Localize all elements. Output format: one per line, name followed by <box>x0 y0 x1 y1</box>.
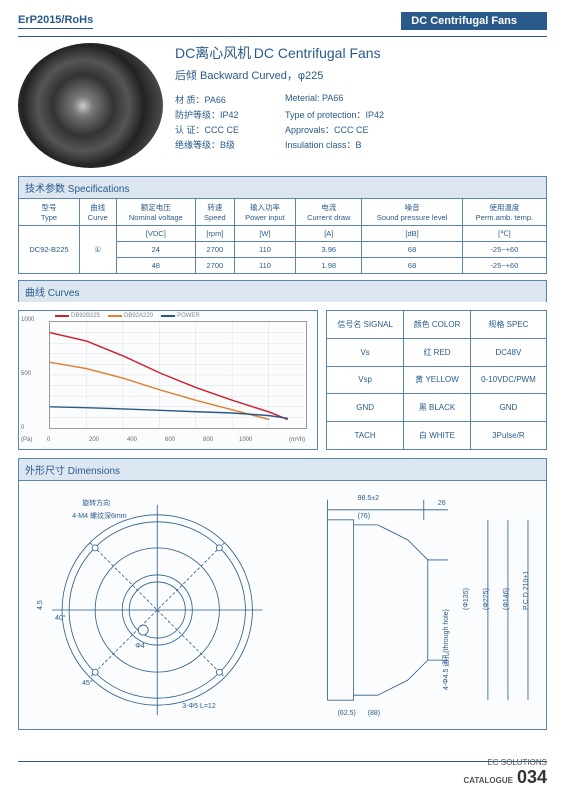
svg-text:(Φ135): (Φ135) <box>463 588 470 610</box>
svg-text:旋转方向: 旋转方向 <box>82 498 110 507</box>
col-hdr: 使用温度Perm.amb. temp. <box>462 199 546 226</box>
dimensions-header: 外形尺寸 Dimensions <box>18 458 547 480</box>
svg-text:(62.5): (62.5) <box>338 710 356 717</box>
prop-cn: 防护等级：IP42 <box>175 108 275 121</box>
cell-unit: [A] <box>296 226 362 242</box>
product-image <box>18 43 163 168</box>
chart-legend: DB92B225 DB92A220 POWER <box>55 313 200 319</box>
dimensions-drawing: 旋转方向 4-M4 螺纹深6mm 98.5±2 (76) 26 (Φ135) (… <box>18 480 547 730</box>
svg-text:4-Φ4.5 通孔(through hole): 4-Φ4.5 通孔(through hole) <box>441 609 450 690</box>
cell-unit: [dB] <box>362 226 462 242</box>
col-hdr: 噪音Sound pressure level <box>362 199 462 226</box>
cell-unit: [W] <box>234 226 295 242</box>
svg-text:40°: 40° <box>55 614 66 622</box>
curves-header: 曲线 Curves <box>18 280 547 302</box>
svg-text:4-M4 螺纹深6mm: 4-M4 螺纹深6mm <box>72 511 127 520</box>
prop-en: Approvals：CCC CE <box>285 123 547 136</box>
cell-unit: [℃] <box>462 226 546 242</box>
page-number: 034 <box>517 767 547 787</box>
svg-text:(Φ225): (Φ225) <box>483 588 490 610</box>
prop-en: Type of protection：IP42 <box>285 108 547 121</box>
cell-curve: ① <box>79 226 116 274</box>
header-rule <box>18 36 547 37</box>
col-hdr: 型号Type <box>19 199 80 226</box>
svg-text:45°: 45° <box>82 679 93 687</box>
svg-text:26: 26 <box>438 500 446 507</box>
table-row: Vs红 REDDC48V <box>327 338 547 366</box>
performance-chart: DB92B225 DB92A220 POWER 1000 500 0 0 <box>18 310 318 450</box>
footer: EC SOLUTIONSCATALOGUE034 <box>463 758 547 788</box>
table-row: GND黑 BLACKGND <box>327 394 547 422</box>
prop-cn: 绝缘等级：B级 <box>175 138 275 151</box>
cell-unit: [rpm] <box>195 226 234 242</box>
svg-text:Φ4: Φ4 <box>135 643 145 650</box>
col-hdr: 额定电压Nominal voltage <box>116 199 195 226</box>
table-row: 信号名 SIGNAL颜色 COLOR规格 SPEC <box>327 311 547 339</box>
col-hdr: 电流Current draw <box>296 199 362 226</box>
svg-text:98.5±2: 98.5±2 <box>358 495 379 502</box>
prop-en: Insulation class：B <box>285 138 547 151</box>
table-row: 型号Type 曲线Curve 额定电压Nominal voltage 转速Spe… <box>19 199 547 226</box>
specs-header: 技术参数 Specifications <box>18 176 547 198</box>
dimensions-svg: 旋转方向 4-M4 螺纹深6mm 98.5±2 (76) 26 (Φ135) (… <box>27 489 538 721</box>
svg-text:3-Φ5 L=12: 3-Φ5 L=12 <box>182 703 216 710</box>
svg-text:(76): (76) <box>358 513 370 520</box>
svg-text:(Φ146): (Φ146) <box>503 588 510 610</box>
specs-table: 型号Type 曲线Curve 额定电压Nominal voltage 转速Spe… <box>18 198 547 274</box>
title-cn: DC离心风机 <box>175 45 251 61</box>
title-en: DC Centrifugal Fans <box>254 45 381 61</box>
col-hdr: 曲线Curve <box>79 199 116 226</box>
svg-text:(88): (88) <box>368 710 380 717</box>
table-row: DC92-B225 ① [VDC] [rpm] [W] [A] [dB] [℃] <box>19 226 547 242</box>
property-grid: 材 质：PA66 Meterial: PA66 防护等级：IP42 Type of … <box>175 93 547 151</box>
signal-table: 信号名 SIGNAL颜色 COLOR规格 SPEC Vs红 REDDC48V V… <box>326 310 547 450</box>
col-hdr: 输入功率Power input <box>234 199 295 226</box>
header-left: ErP2015/RoHs <box>18 14 93 29</box>
col-hdr: 转速Speed <box>195 199 234 226</box>
table-row: Vsp黄 YELLOW0-10VDC/PWM <box>327 366 547 394</box>
subtitle: 后倾 Backward Curved，φ225 <box>175 67 547 83</box>
cell-unit: [VDC] <box>116 226 195 242</box>
chart-svg <box>50 322 306 428</box>
prop-cn: 认 证：CCC CE <box>175 123 275 136</box>
prop-en: Meterial: PA66 <box>285 93 547 106</box>
svg-text:P.C.D 210±1: P.C.D 210±1 <box>523 571 530 610</box>
cell-model: DC92-B225 <box>19 226 80 274</box>
header-right: DC Centrifugal Fans <box>401 12 547 30</box>
svg-text:4.5: 4.5 <box>37 600 44 610</box>
chart-plot-area <box>49 321 307 429</box>
table-row: TACH白 WHITE3Pulse/R <box>327 422 547 450</box>
prop-cn: 材 质：PA66 <box>175 93 275 106</box>
